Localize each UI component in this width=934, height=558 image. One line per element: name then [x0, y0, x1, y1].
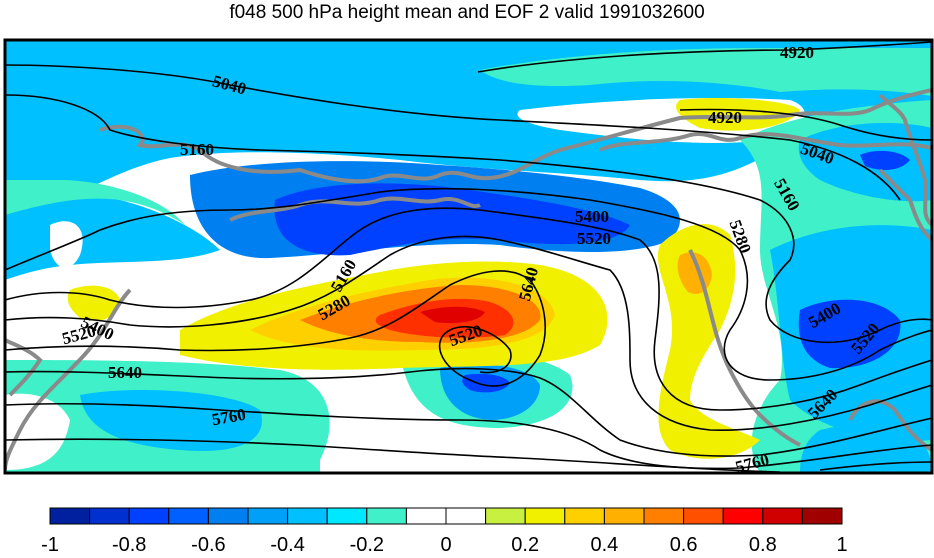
coastline-baja: [5, 338, 43, 397]
colorbar-tick-label: -0.8: [111, 534, 147, 556]
colorbar-swatch: [128, 507, 170, 525]
colorbar-swatch: [89, 507, 130, 525]
colorbar-swatch: [366, 507, 407, 525]
shaded-field: [5, 40, 932, 473]
contour-label: 5160: [180, 140, 214, 159]
contour-5040: [5, 64, 901, 201]
cyan-north: [5, 40, 932, 215]
white-southwest: [5, 393, 70, 470]
colorbar-swatch: [445, 507, 487, 525]
colorbar-tick-label: -0.4: [270, 534, 305, 556]
map-frame: [3, 38, 934, 475]
colorbar-tick-label: 0.4: [590, 534, 619, 556]
colorbar-swatch: [485, 507, 526, 525]
contour-bottom-right: [819, 461, 932, 471]
colorbar-swatch: [762, 507, 803, 525]
coastline-europe: [878, 93, 932, 227]
red-dark-central: [420, 306, 485, 324]
colorbar-swatch: [524, 507, 566, 525]
colorbar-swatch: [287, 507, 328, 525]
colorbar-swatch: [801, 507, 843, 525]
contour-5880: [5, 438, 781, 473]
contour-4920-b: [679, 108, 932, 141]
blue-dark-east-north: [860, 150, 910, 170]
contour-label: 5400: [575, 207, 609, 226]
contour-5640: [5, 270, 546, 387]
colorbar: [49, 507, 843, 525]
colorbar-swatch: [247, 507, 289, 525]
colorbar-swatch: [603, 507, 645, 525]
colorbar-swatch: [326, 507, 368, 525]
contour-label: 4920: [708, 108, 742, 127]
contour-label: 4920: [780, 43, 814, 62]
contour-label: 5640: [108, 363, 142, 382]
colorbar-swatch: [643, 507, 685, 525]
contour-4920: [477, 41, 932, 73]
cyan-light-left: [5, 180, 185, 225]
colorbar-tick-label: 1: [836, 534, 848, 556]
contour-5160: [5, 94, 932, 344]
colorbar-swatch: [722, 507, 764, 525]
contour-5280: [5, 187, 932, 381]
contour-label: 5520: [577, 229, 611, 248]
contour-5400: [5, 207, 932, 411]
coastline-asia: [878, 168, 932, 242]
contour-5640-b: [5, 367, 932, 457]
coastline-alaska: [229, 196, 481, 222]
coastline-greenland: [599, 131, 932, 152]
yellow-north: [676, 98, 800, 131]
blue-dark-south: [462, 373, 510, 393]
colorbar-tick-label: 0.6: [669, 534, 698, 556]
colorbar-tick-label: -1: [41, 534, 59, 556]
cyan-southeast: [800, 423, 932, 473]
contour-5520: [5, 235, 932, 432]
colorbar-swatch: [49, 507, 91, 525]
colorbar-tick-label: 0.2: [511, 534, 540, 556]
colorbar-tick-label: 0: [440, 534, 452, 556]
colorbar-swatch: [405, 507, 447, 525]
colorbar-swatch: [683, 507, 724, 525]
colorbar-tick-label: -0.6: [191, 534, 226, 556]
contour-5760: [5, 403, 932, 470]
colorbar-tick-label: -0.2: [349, 534, 385, 556]
cyan-light-north: [480, 48, 932, 96]
map-title: f048 500 hPa height mean and EOF 2 valid…: [229, 2, 705, 23]
colorbar-swatch: [207, 507, 249, 525]
height-contours: [5, 41, 932, 473]
colorbar-tick-label: 0.8: [748, 534, 777, 556]
colorbar-swatch: [564, 507, 605, 525]
colorbar-swatch: [168, 507, 209, 525]
blue-east: [798, 299, 901, 369]
